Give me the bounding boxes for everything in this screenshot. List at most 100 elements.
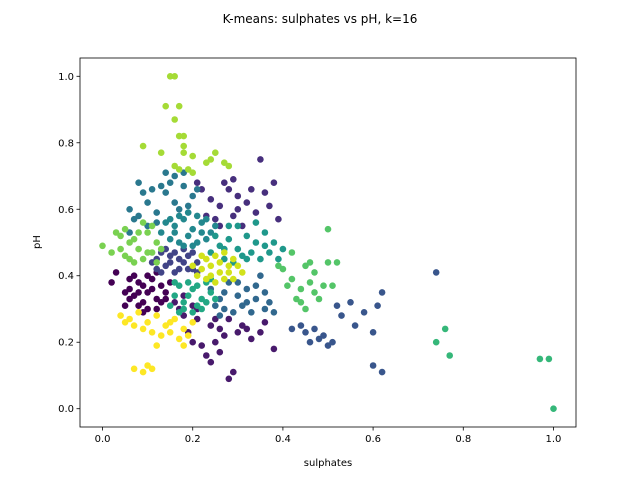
x-tick-label: 0.0: [95, 434, 111, 445]
cluster-12-point-21: [144, 249, 151, 256]
cluster-11-point-19: [302, 305, 309, 313]
cluster-0-point-3: [139, 299, 147, 306]
cluster-5-point-3: [234, 292, 242, 300]
cluster-0-point-12: [162, 289, 169, 296]
cluster-10-point-0: [432, 338, 440, 346]
cluster-4-point-7: [329, 338, 336, 346]
cluster-13-point-18: [175, 166, 183, 173]
cluster-3-point-20: [148, 259, 156, 266]
cluster-7-point-16: [166, 215, 174, 223]
cluster-6-point-8: [148, 186, 156, 193]
cluster-13-point-9: [139, 142, 147, 150]
cluster-11-point-6: [306, 279, 314, 286]
cluster-8-point-11: [248, 249, 255, 256]
cluster-10-point-2: [446, 352, 454, 359]
cluster-15-point-0: [117, 312, 124, 319]
cluster-12-point-4: [135, 245, 142, 253]
cluster-5-point-11: [212, 302, 219, 310]
cluster-2-point-19: [193, 179, 201, 186]
cluster-11-point-1: [284, 282, 291, 290]
cluster-6-point-13: [139, 189, 147, 196]
cluster-12-point-20: [153, 259, 160, 266]
cluster-14-point-15: [216, 269, 224, 276]
cluster-14-point-17: [189, 262, 196, 270]
cluster-0-point-21: [135, 289, 142, 296]
cluster-13-point-4: [171, 116, 178, 123]
cluster-1-point-10: [257, 329, 264, 336]
cluster-13-point-13: [207, 156, 215, 163]
cluster-12-point-2: [117, 232, 124, 240]
cluster-2-point-13: [212, 215, 219, 223]
cluster-4-point-12: [369, 329, 377, 336]
cluster-5-point-15: [221, 289, 228, 296]
cluster-13-point-10: [157, 149, 165, 156]
cluster-4-point-19: [338, 312, 345, 319]
cluster-8-point-14: [275, 255, 282, 263]
cluster-5-point-20: [261, 305, 269, 313]
cluster-15-point-10: [148, 329, 156, 336]
cluster-8-point-20: [261, 242, 269, 250]
cluster-14-point-12: [221, 275, 228, 283]
cluster-12-point-14: [157, 245, 165, 253]
cluster-14-point-6: [212, 252, 219, 260]
x-axis: 0.0 0.2 0.4 0.6 0.8 1.0: [95, 427, 561, 445]
cluster-7-point-20: [171, 222, 178, 230]
cluster-2-point-4: [234, 206, 242, 213]
cluster-6-point-2: [144, 199, 151, 206]
cluster-14-point-7: [221, 249, 228, 256]
cluster-5-point-19: [216, 312, 224, 319]
cluster-8-point-15: [212, 232, 219, 240]
cluster-14-point-16: [225, 262, 233, 270]
cluster-7-point-3: [189, 225, 196, 233]
cluster-11-point-12: [333, 259, 341, 266]
cluster-9-point-14: [175, 309, 183, 316]
cluster-15-point-19: [130, 365, 138, 373]
cluster-0-point-24: [112, 269, 120, 276]
cluster-12-point-6: [153, 239, 160, 246]
cluster-8-point-2: [225, 235, 233, 243]
cluster-5-point-9: [239, 302, 246, 310]
cluster-15-point-11: [157, 332, 165, 339]
cluster-15-point-2: [135, 309, 142, 316]
cluster-0-point-11: [153, 305, 160, 313]
cluster-15-point-12: [166, 329, 174, 336]
cluster-15-point-13: [175, 335, 183, 343]
cluster-0-point-0: [126, 285, 133, 293]
cluster-6-point-4: [162, 189, 169, 196]
cluster-11-point-2: [288, 275, 296, 283]
cluster-15-point-16: [180, 342, 187, 349]
cluster-1-point-12: [198, 342, 205, 349]
cluster-14-point-2: [216, 259, 224, 266]
cluster-13-point-17: [171, 162, 178, 170]
cluster-0-point-7: [157, 282, 165, 290]
cluster-9-point-12: [198, 305, 205, 313]
cluster-15-point-17: [153, 342, 160, 349]
y-tick-label: 0.4: [58, 271, 74, 282]
cluster-6-point-12: [184, 202, 192, 210]
cluster-2-point-9: [257, 156, 264, 163]
cluster-4-point-6: [324, 342, 332, 349]
cluster-1-point-0: [171, 299, 178, 306]
cluster-6-point-17: [153, 219, 160, 226]
y-tick-label: 0.0: [58, 404, 74, 415]
cluster-13-point-20: [189, 169, 196, 176]
y-axis: 0.0 0.2 0.4 0.6 0.8 1.0: [58, 72, 80, 415]
cluster-14-point-5: [203, 255, 210, 263]
cluster-9-point-13: [166, 302, 174, 310]
cluster-5-point-10: [248, 309, 255, 316]
cluster-3-point-6: [166, 252, 174, 260]
cluster-6-point-6: [180, 182, 187, 190]
cluster-10-point-3: [536, 355, 544, 363]
cluster-6-point-11: [175, 206, 183, 213]
cluster-15-point-20: [148, 365, 156, 373]
cluster-9-point-6: [184, 279, 192, 286]
cluster-9-point-16: [184, 292, 192, 300]
cluster-4-point-18: [306, 338, 314, 346]
cluster-1-point-23: [248, 335, 255, 343]
cluster-8-point-7: [270, 239, 278, 246]
cluster-7-point-6: [166, 235, 174, 243]
cluster-14-point-11: [212, 279, 219, 286]
cluster-11-point-7: [311, 269, 318, 276]
points-layer: [99, 73, 557, 413]
